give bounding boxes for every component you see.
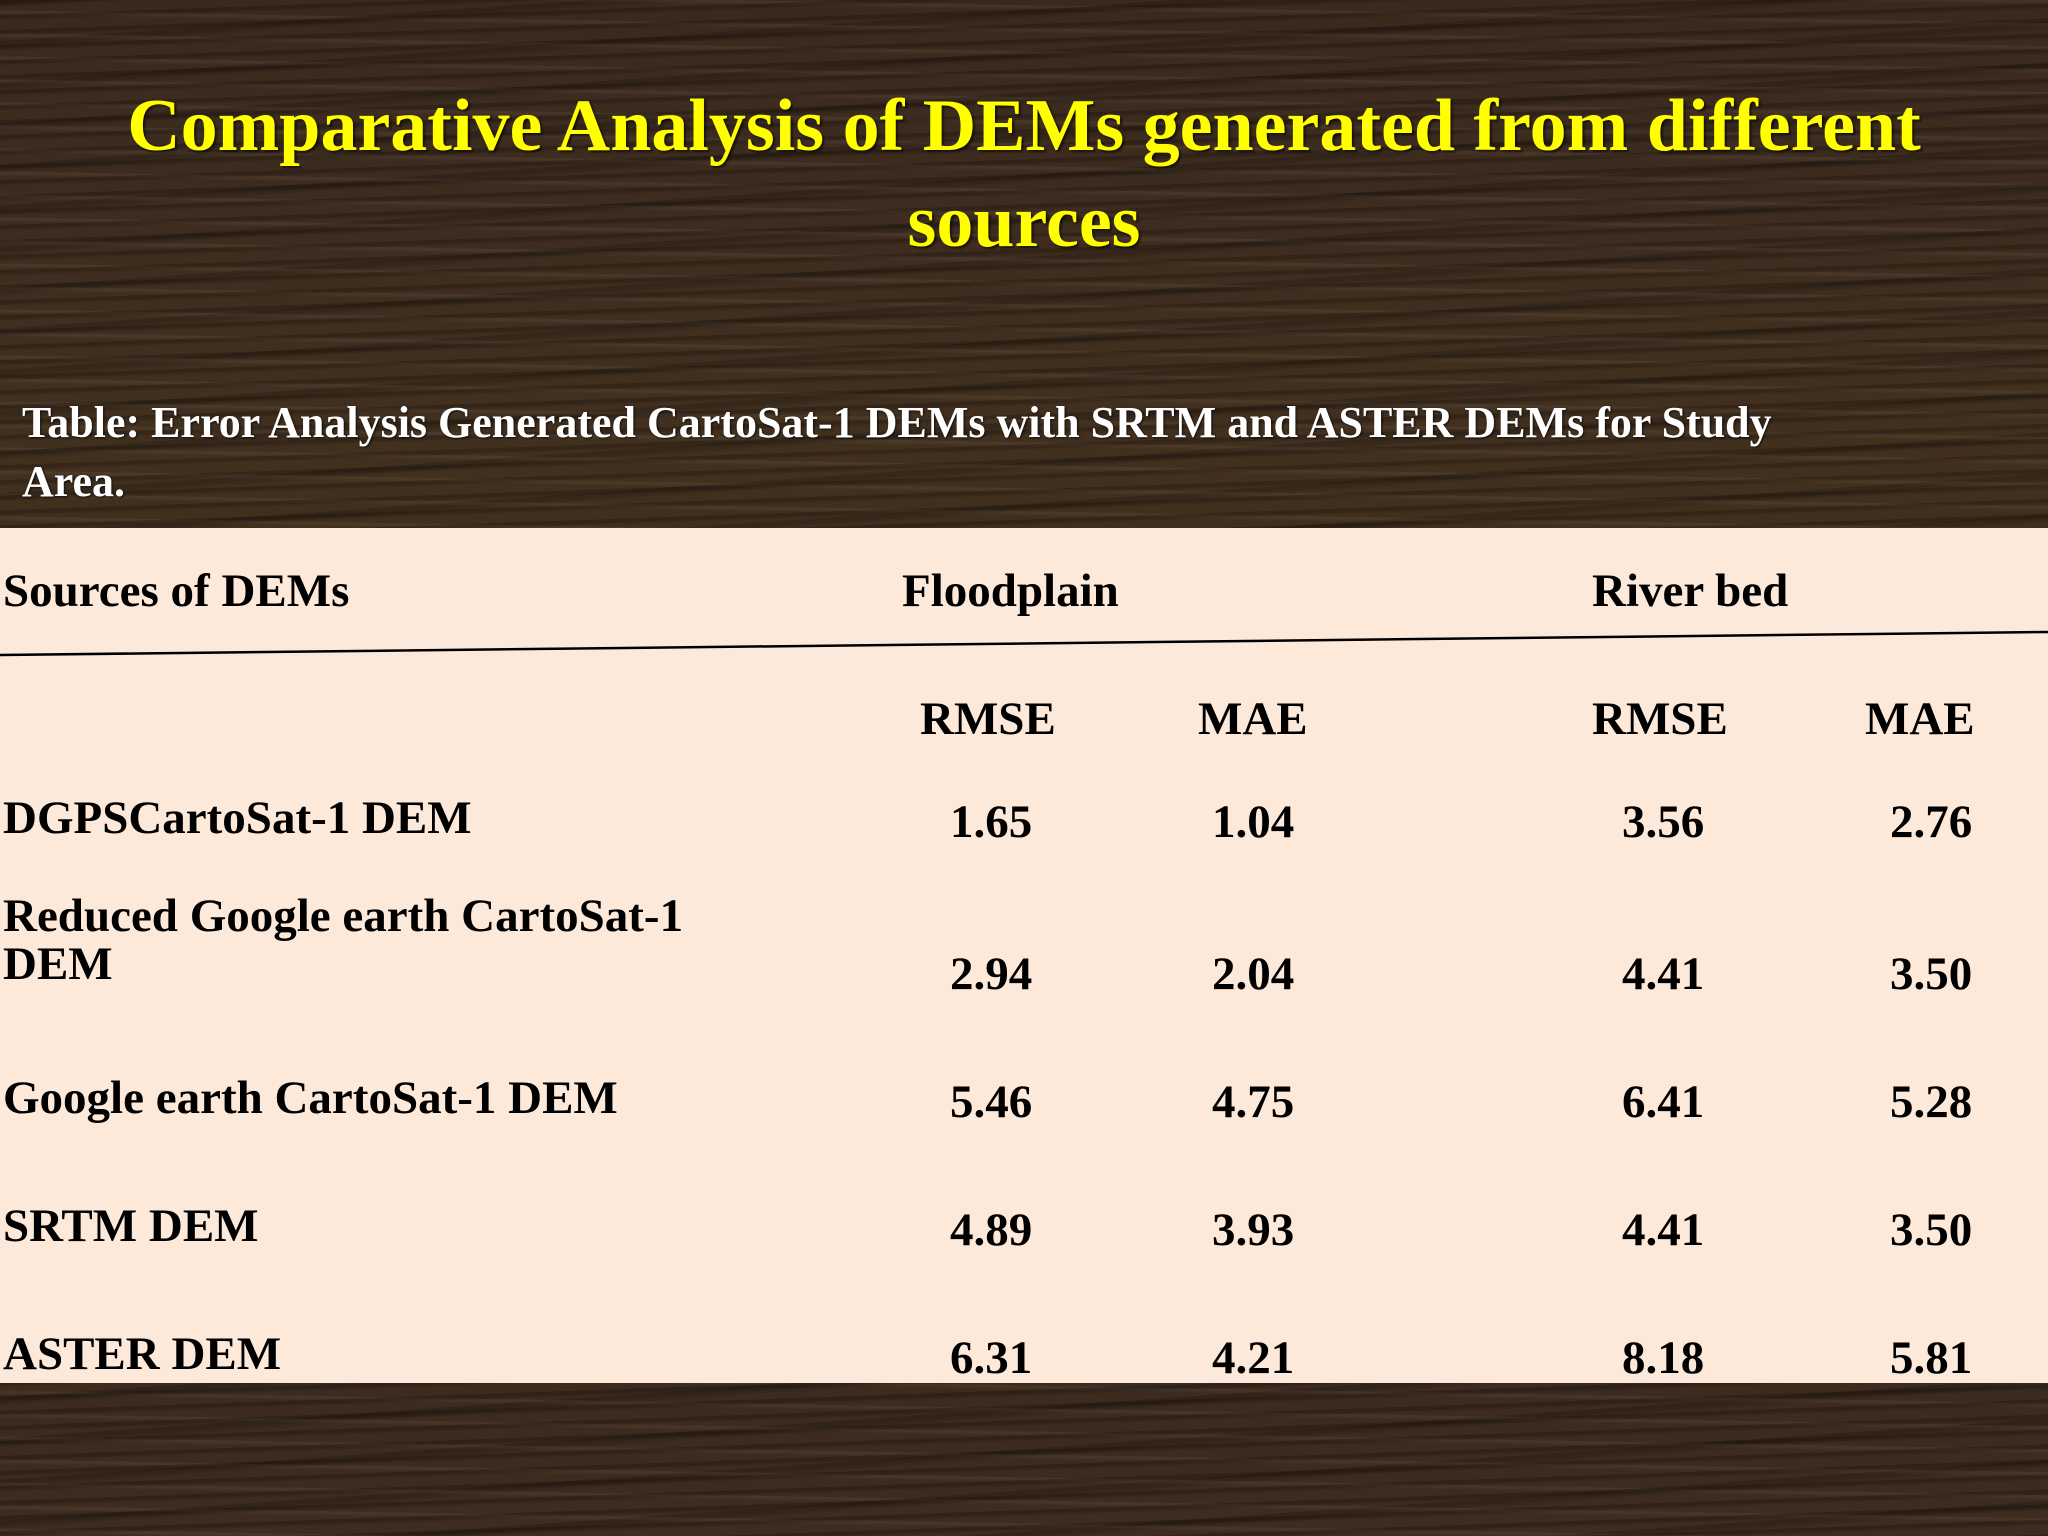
- row-dgps-source: DGPSCartoSat-1 DEM: [3, 792, 472, 844]
- row-dgps-floodplain-rmse: 1.65: [950, 796, 1033, 848]
- header-sources: Sources of DEMs: [3, 565, 350, 617]
- row-reduced-google-river-bed-rmse: 4.41: [1622, 948, 1705, 1000]
- row-srtm-floodplain-rmse: 4.89: [950, 1204, 1033, 1256]
- row-dgps-river-bed-mae: 2.76: [1890, 796, 1973, 848]
- row-aster-source: ASTER DEM: [3, 1328, 282, 1380]
- row-aster-floodplain-mae: 4.21: [1212, 1332, 1295, 1384]
- subheader-floodplain-mae: MAE: [1198, 693, 1308, 745]
- row-reduced-google-floodplain-rmse: 2.94: [950, 948, 1033, 1000]
- row-reduced-google-source: Reduced Google earth CartoSat-1 DEM: [3, 890, 684, 990]
- row-dgps-floodplain-mae: 1.04: [1212, 796, 1295, 848]
- header-floodplain: Floodplain: [902, 565, 1119, 617]
- subheader-floodplain-rmse: RMSE: [920, 693, 1056, 745]
- row-google-floodplain-rmse: 5.46: [950, 1076, 1033, 1128]
- row-reduced-google-floodplain-mae: 2.04: [1212, 948, 1295, 1000]
- row-srtm-source: SRTM DEM: [3, 1200, 259, 1252]
- row-google-river-bed-rmse: 6.41: [1622, 1076, 1705, 1128]
- dem-error-table: Sources of DEMs Floodplain River bed RMS…: [0, 528, 2048, 1384]
- row-google-river-bed-mae: 5.28: [1890, 1076, 1973, 1128]
- row-srtm-floodplain-mae: 3.93: [1212, 1204, 1295, 1256]
- row-google-source: Google earth CartoSat-1 DEM: [3, 1072, 618, 1124]
- row-srtm-river-bed-mae: 3.50: [1890, 1204, 1973, 1256]
- header-river-bed: River bed: [1592, 565, 1789, 617]
- subheader-river-bed-mae: MAE: [1865, 693, 1975, 745]
- row-google-floodplain-mae: 4.75: [1212, 1076, 1295, 1128]
- slide-title: Comparative Analysis of DEMs generated f…: [127, 85, 1921, 263]
- table-caption: Table: Error Analysis Generated CartoSat…: [22, 398, 1772, 506]
- row-aster-river-bed-rmse: 8.18: [1622, 1332, 1705, 1384]
- row-aster-floodplain-rmse: 6.31: [950, 1332, 1033, 1384]
- subheader-river-bed-rmse: RMSE: [1592, 693, 1728, 745]
- row-reduced-google-river-bed-mae: 3.50: [1890, 948, 1973, 1000]
- row-srtm-river-bed-rmse: 4.41: [1622, 1204, 1705, 1256]
- row-aster-river-bed-mae: 5.81: [1890, 1332, 1973, 1384]
- row-dgps-river-bed-rmse: 3.56: [1622, 796, 1705, 848]
